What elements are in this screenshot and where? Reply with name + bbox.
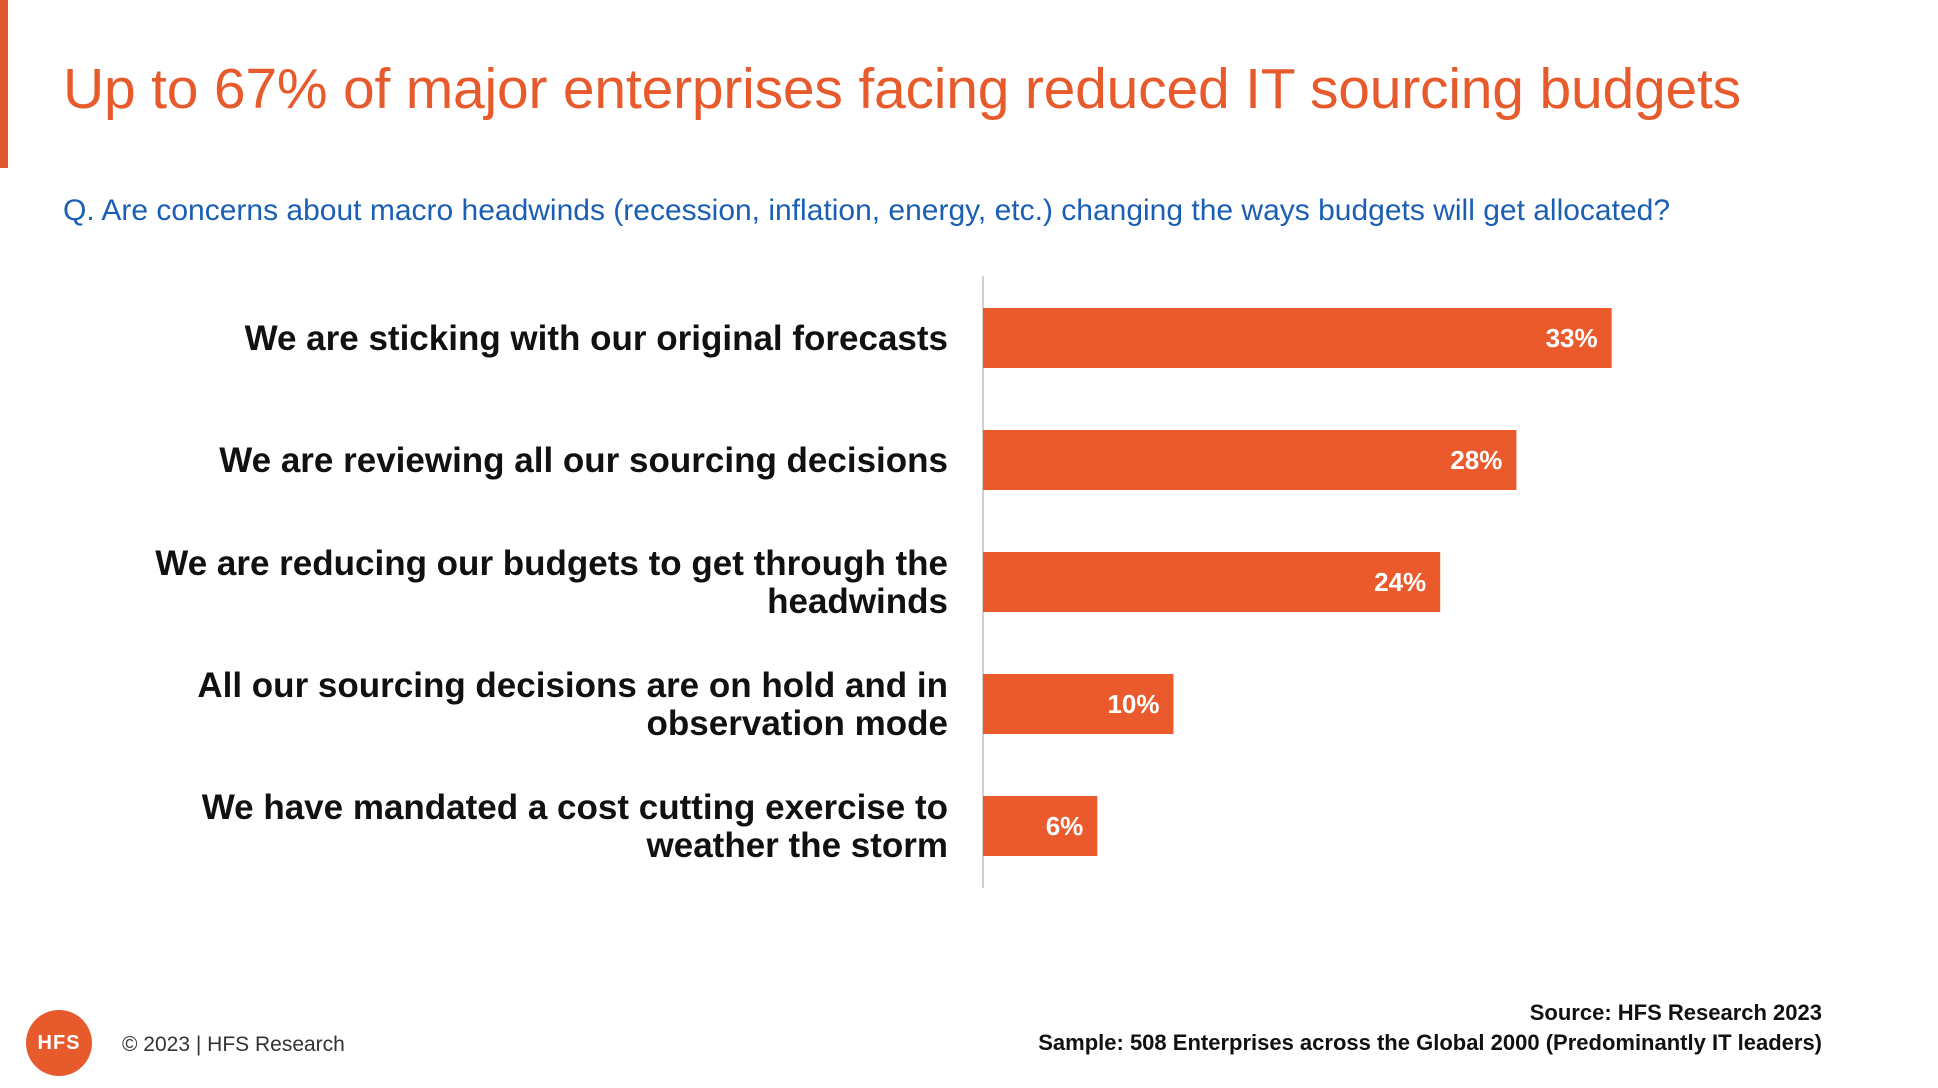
source-text: Source: HFS Research 2023 [1529, 1000, 1822, 1025]
copyright-text: © 2023 | HFS Research [122, 1033, 345, 1056]
bars-layer: 33% We are sticking with our original for… [155, 308, 1612, 865]
category-label-5-line-1: We have mandated a cost cutting exercise… [202, 788, 948, 827]
bar-value-label-5: 6% [1046, 811, 1084, 841]
sample-text: Sample: 508 Enterprises across the Globa… [1038, 1030, 1822, 1055]
survey-question: Q. Are concerns about macro headwinds (r… [63, 194, 1671, 227]
page-title: Up to 67% of major enterprises facing re… [63, 57, 1741, 121]
category-label-2: We are reviewing all our sourcing decisi… [219, 441, 948, 480]
bar-3 [983, 552, 1441, 612]
category-label-1: We are sticking with our original foreca… [245, 319, 948, 358]
hfs-logo: HFS [26, 1010, 92, 1076]
category-label-4-line-2: observation mode [647, 704, 948, 743]
bar-2 [983, 430, 1517, 490]
bar-1 [983, 308, 1612, 368]
bar-chart: 33% We are sticking with our original for… [155, 276, 1612, 888]
bar-value-label-2: 28% [1450, 445, 1502, 475]
category-label-5-line-2: weather the storm [646, 826, 948, 865]
bar-4 [983, 674, 1174, 734]
bar-5 [983, 796, 1098, 856]
logo-text: HFS [37, 1031, 81, 1054]
source-block: Source: HFS Research 2023 Sample: 508 En… [1038, 998, 1822, 1058]
category-label-3-line-2: headwinds [767, 582, 948, 621]
bar-value-label-3: 24% [1374, 567, 1426, 597]
category-label-4-line-1: All our sourcing decisions are on hold a… [197, 666, 948, 705]
category-label-3-line-1: We are reducing our budgets to get throu… [155, 544, 948, 583]
bar-value-label-1: 33% [1546, 323, 1598, 353]
accent-rule [0, 0, 8, 168]
bar-value-label-4: 10% [1107, 689, 1159, 719]
